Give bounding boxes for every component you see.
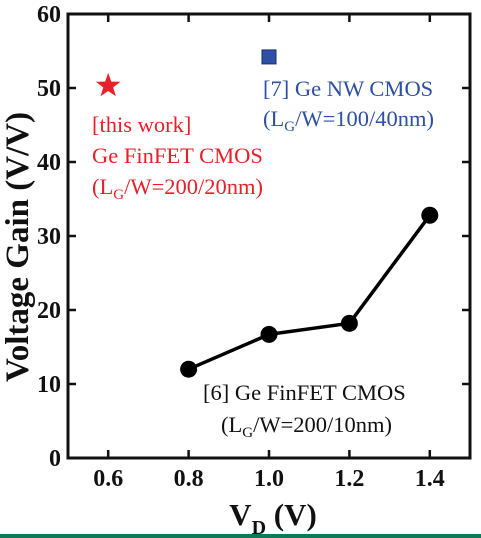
x-tick-label: 1.0 bbox=[254, 466, 284, 492]
annotation-ref6-line2: (LG/W=200/10nm) bbox=[221, 412, 392, 441]
annotation-ref6-line2-pre: (L bbox=[221, 412, 242, 437]
x-axis-ticks: 0.6 0.8 1.0 1.2 1.4 bbox=[93, 14, 445, 492]
annotation-this-work-line2: Ge FinFET CMOS bbox=[92, 143, 263, 168]
series-layer bbox=[95, 49, 439, 378]
y-tick-label: 0 bbox=[49, 446, 61, 472]
series-ref7 bbox=[261, 49, 277, 65]
x-tick-label: 1.4 bbox=[415, 466, 445, 492]
data-point-this-work bbox=[95, 72, 121, 97]
annotation-ref7: [7] Ge NW CMOS (LG/W=100/40nm) bbox=[263, 76, 434, 135]
annotation-this-work-line3-sub: G bbox=[113, 187, 124, 203]
annotation-this-work-line1: [this work] bbox=[92, 112, 191, 137]
annotation-this-work: [this work] Ge FinFET CMOS (LG/W=200/20n… bbox=[92, 112, 263, 203]
series-ref6 bbox=[180, 206, 439, 378]
bottom-accent-bar bbox=[0, 534, 481, 538]
y-tick-label: 50 bbox=[37, 76, 61, 102]
x-axis-label-var: V bbox=[229, 497, 252, 532]
annotation-ref7-line2-post: /W=100/40nm) bbox=[295, 106, 434, 131]
annotation-ref7-line1: [7] Ge NW CMOS bbox=[263, 76, 433, 101]
y-axis-ticks: 0 10 20 30 40 50 60 bbox=[37, 2, 470, 472]
annotation-ref7-line2-sub: G bbox=[284, 119, 295, 135]
annotation-this-work-line3-post: /W=200/20nm) bbox=[124, 174, 263, 199]
data-point-ref6 bbox=[180, 360, 198, 378]
annotation-ref6-line2-post: /W=200/10nm) bbox=[253, 412, 392, 437]
y-axis-label: Voltage Gain (V/V) bbox=[0, 112, 36, 382]
x-axis-label: VD (V) bbox=[229, 497, 317, 538]
annotation-ref7-line2: (LG/W=100/40nm) bbox=[263, 106, 434, 135]
data-point-ref6 bbox=[340, 314, 358, 332]
series-line-ref6 bbox=[187, 214, 432, 371]
annotation-ref6: [6] Ge FinFET CMOS (LG/W=200/10nm) bbox=[203, 380, 406, 441]
x-tick-label: 1.2 bbox=[334, 466, 364, 492]
y-tick-label: 40 bbox=[37, 150, 61, 176]
data-point-ref6 bbox=[260, 325, 278, 343]
annotation-this-work-line3: (LG/W=200/20nm) bbox=[92, 174, 263, 203]
x-tick-label: 0.6 bbox=[93, 466, 123, 492]
annotation-this-work-line3-pre: (L bbox=[92, 174, 113, 199]
x-axis-label-unit: (V) bbox=[266, 497, 317, 532]
x-axis-label-sub: D bbox=[252, 517, 266, 538]
data-point-ref6 bbox=[421, 206, 439, 224]
y-tick-label: 20 bbox=[37, 298, 61, 324]
y-tick-label: 30 bbox=[37, 224, 61, 250]
y-tick-label: 10 bbox=[37, 372, 61, 398]
annotation-ref7-line2-pre: (L bbox=[263, 106, 284, 131]
annotation-ref6-line2-sub: G bbox=[242, 425, 253, 441]
y-tick-label: 60 bbox=[37, 2, 61, 28]
series-this-work bbox=[95, 72, 121, 97]
data-point-ref7 bbox=[261, 49, 277, 65]
x-tick-label: 0.8 bbox=[174, 466, 204, 492]
annotation-ref6-line1: [6] Ge FinFET CMOS bbox=[203, 380, 406, 405]
